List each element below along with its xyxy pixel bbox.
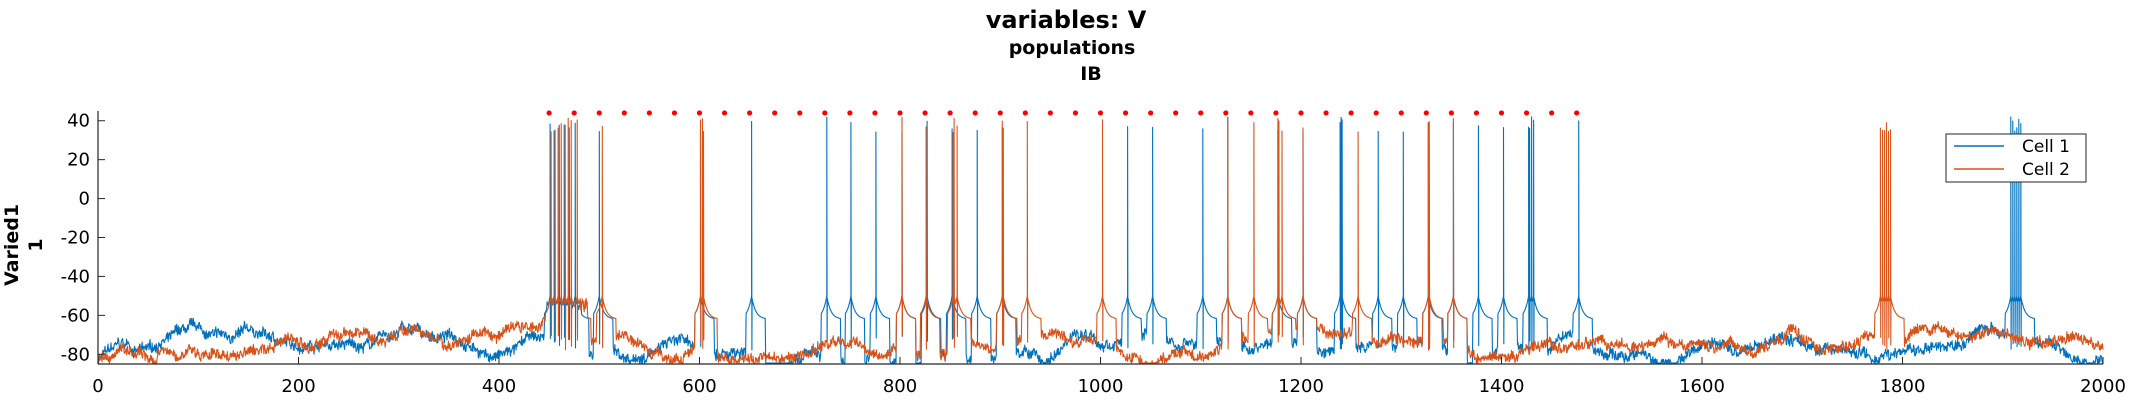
series-line-cell-1 (97, 116, 2104, 364)
y-tick-label: 0 (79, 189, 90, 210)
chart-subtitle-populations: populations (1009, 37, 1136, 59)
raster-dot (1022, 110, 1028, 116)
raster-dot (872, 110, 878, 116)
legend-box (1945, 133, 2087, 183)
raster-dot (1448, 110, 1454, 116)
y-tick-label: -40 (61, 266, 90, 287)
raster-dot (596, 110, 602, 116)
spike-raster (546, 110, 1580, 116)
raster-dot (1523, 110, 1530, 116)
x-tick-label: 200 (281, 376, 315, 397)
raster-dot (972, 110, 978, 116)
raster-dot (747, 110, 753, 116)
plot-lines (97, 116, 2104, 364)
raster-dot (1173, 110, 1179, 116)
legend-label-cell-2: Cell 2 (2022, 160, 2070, 180)
y-axis-ticks: 40 20 0 -20 -40 -60 -80 (61, 111, 105, 365)
y-tick-label: 20 (67, 150, 90, 171)
raster-dot (671, 110, 678, 116)
x-tick-label: 600 (682, 376, 716, 397)
y-tick-label: -60 (61, 305, 90, 326)
raster-dot (1373, 110, 1379, 116)
legend-label-cell-1: Cell 1 (2022, 137, 2070, 157)
raster-dot (822, 110, 828, 116)
x-tick-label: 1000 (1078, 376, 1124, 397)
raster-dot (1072, 110, 1079, 116)
raster-dot (546, 110, 552, 116)
x-axis-ticks: 0 200 400 600 800 1000 1200 1400 1600 1800 2000 (92, 357, 2126, 397)
raster-dot (997, 110, 1003, 116)
raster-dot (1248, 110, 1254, 116)
raster-dot (1574, 110, 1580, 116)
raster-dot (947, 110, 953, 116)
y-tick-label: -80 (61, 344, 90, 365)
x-tick-label: 2000 (2080, 376, 2126, 397)
raster-dot (897, 110, 903, 116)
series-line-cell-2 (97, 116, 2104, 364)
raster-dot (1348, 110, 1354, 116)
x-tick-label: 0 (92, 376, 103, 397)
raster-dot (1323, 110, 1329, 116)
y-tick-label: -20 (61, 228, 90, 249)
x-tick-label: 400 (482, 376, 516, 397)
raster-dot (797, 110, 803, 116)
raster-dot (922, 110, 928, 116)
y-tick-label: 40 (67, 111, 90, 132)
x-tick-label: 1200 (1278, 376, 1324, 397)
raster-dot (1047, 110, 1053, 116)
raster-dot (696, 110, 703, 116)
y-axis-label-line1: Varied1 (1, 204, 23, 286)
x-tick-label: 1400 (1479, 376, 1525, 397)
raster-dot (1122, 110, 1129, 116)
raster-dot (1398, 110, 1404, 116)
raster-dot (1198, 110, 1204, 116)
raster-dot (772, 110, 778, 116)
raster-dot (646, 110, 652, 116)
legend: Cell 1 Cell 2 (1945, 133, 2087, 183)
chart-title: variables: V (986, 6, 1147, 34)
raster-dot (721, 110, 728, 116)
x-tick-label: 800 (883, 376, 917, 397)
raster-dot (571, 110, 577, 116)
raster-dot (1423, 110, 1429, 116)
y-axis-label-line2: 1 (25, 238, 47, 251)
raster-dot (1549, 110, 1555, 116)
raster-dot (847, 110, 853, 116)
raster-dot (1097, 110, 1104, 116)
raster-dot (1498, 110, 1505, 116)
chart-subtitle-ib: IB (1080, 63, 1102, 85)
x-tick-label: 1800 (1880, 376, 1926, 397)
raster-dot (1148, 110, 1154, 116)
raster-dot (1298, 110, 1304, 116)
raster-dot (1473, 110, 1480, 116)
raster-dot (1273, 110, 1279, 116)
raster-dot (621, 110, 627, 116)
x-tick-label: 1600 (1679, 376, 1725, 397)
raster-dot (1223, 110, 1229, 116)
